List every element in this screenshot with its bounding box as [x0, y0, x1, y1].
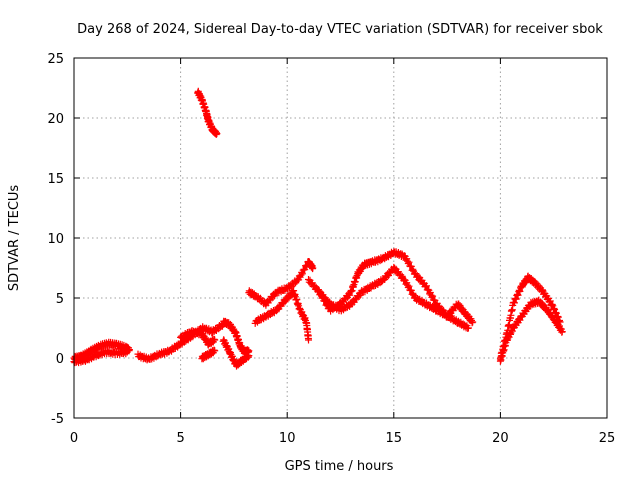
y-tick-label: 10 — [47, 232, 64, 247]
x-tick-label: 20 — [492, 431, 509, 446]
series-track-c — [134, 320, 227, 364]
grid-lines — [74, 58, 607, 418]
y-tick-label: -5 — [51, 412, 64, 427]
data-point — [397, 271, 405, 279]
data-point — [558, 328, 566, 336]
x-tick-label: 25 — [599, 431, 616, 446]
series-track-g — [219, 336, 253, 370]
data-point — [464, 324, 472, 332]
data-point — [315, 287, 323, 295]
series-track-n — [496, 296, 566, 365]
y-axis-label: SDTVAR / TECUs — [7, 185, 22, 292]
data-point — [301, 266, 309, 274]
data-point — [469, 318, 477, 326]
data-point — [279, 299, 287, 307]
x-axis-label: GPS time / hours — [285, 459, 394, 474]
data-points — [70, 87, 566, 370]
series-track-k — [315, 263, 472, 332]
data-point — [305, 336, 313, 344]
x-tick-label: 0 — [70, 431, 78, 446]
data-point — [298, 270, 306, 278]
x-tick-label: 10 — [279, 431, 296, 446]
data-point — [554, 313, 562, 321]
chart-title: Day 268 of 2024, Sidereal Day-to-day VTE… — [77, 22, 603, 37]
data-point — [346, 291, 354, 299]
y-tick-label: 20 — [47, 112, 64, 127]
data-point — [342, 295, 350, 303]
series-track-h — [245, 258, 317, 309]
y-tick-label: 0 — [56, 352, 64, 367]
data-point — [245, 352, 253, 360]
data-point — [309, 264, 317, 272]
series-track-f — [219, 317, 253, 357]
data-point — [429, 292, 437, 300]
series-track-d — [177, 327, 219, 349]
data-point — [423, 282, 430, 290]
x-tick-label: 5 — [176, 431, 184, 446]
data-point — [211, 336, 219, 344]
data-point — [405, 258, 413, 266]
series-track-e — [198, 346, 219, 363]
plot-frame — [73, 57, 608, 419]
tick-labels: 0 5 10 15 20 25 -5 0 5 10 15 20 25 — [47, 52, 615, 446]
series-track-b — [70, 347, 131, 367]
data-point — [123, 347, 130, 355]
y-tick-label: 15 — [47, 172, 64, 187]
x-tick-label: 15 — [386, 431, 403, 446]
data-point — [346, 288, 354, 296]
data-point — [408, 290, 416, 298]
data-point — [408, 266, 416, 274]
data-point — [123, 348, 131, 356]
data-point — [514, 291, 522, 299]
series-track-i — [251, 287, 313, 344]
data-point — [405, 282, 413, 290]
data-point — [211, 347, 219, 355]
y-tick-label: 25 — [47, 52, 64, 67]
data-point — [213, 130, 221, 138]
data-point — [552, 309, 560, 317]
series-track-m — [496, 272, 564, 363]
y-tick-label: 5 — [56, 292, 64, 307]
series-track-l — [194, 87, 221, 138]
